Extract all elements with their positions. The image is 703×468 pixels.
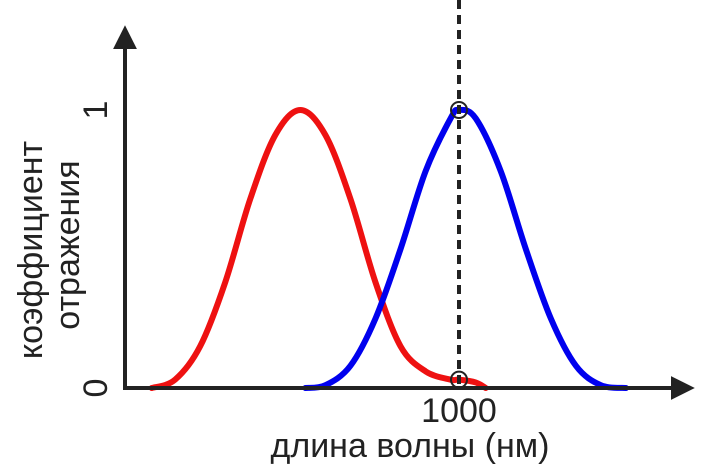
intersection-marker-2	[450, 370, 468, 389]
axes-layer	[113, 25, 695, 400]
y-axis-label-line-1: коэффициент	[12, 141, 50, 359]
y-tick-label-1: 0	[77, 379, 115, 398]
series-line-2	[302, 106, 629, 391]
intersection-marker-1	[450, 101, 468, 119]
series-layer	[148, 106, 629, 391]
y-axis-label-line-2: отражения	[49, 160, 87, 329]
x-tick-label-1: 1000	[421, 392, 497, 430]
series-line-1	[148, 107, 489, 391]
y-tick-label-2: 1	[77, 101, 115, 120]
marker-layer	[450, 101, 468, 389]
x-axis-label: длина волны (нм)	[271, 427, 550, 465]
tick-layer: 1000 0 1	[77, 101, 497, 430]
